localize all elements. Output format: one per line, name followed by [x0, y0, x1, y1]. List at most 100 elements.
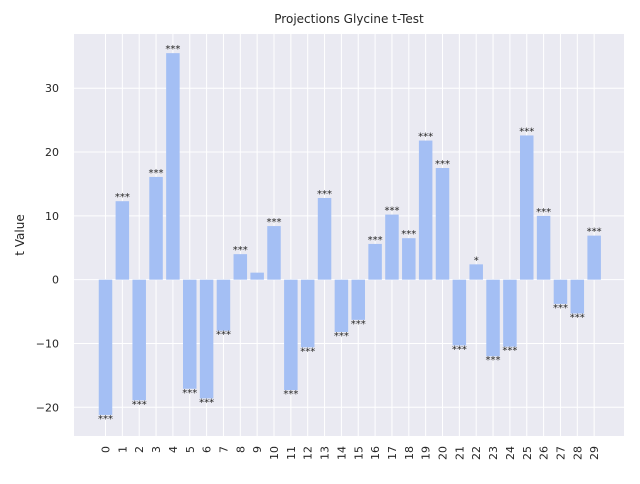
bar	[199, 279, 214, 399]
bar	[385, 214, 399, 280]
bar	[216, 279, 231, 331]
x-axis-ticks: 0 1 2 3 4 5 6 7 8 9 10 11 12 13 14 15 16 17 18 19 20 21 22 23 24…	[100, 446, 602, 460]
bar-annotation: ***	[418, 132, 433, 143]
x-tick-label: 5	[184, 446, 197, 453]
bar-annotations: ****************************************…	[98, 44, 602, 425]
bar-annotation: ***	[149, 168, 164, 179]
bar	[520, 135, 534, 280]
x-tick-label: 9	[251, 446, 264, 453]
bar	[503, 279, 517, 347]
bar-annotation: ***	[165, 44, 180, 55]
x-tick-label: 28	[571, 446, 584, 460]
x-tick-label: 20	[437, 446, 450, 460]
x-tick-label: 23	[487, 446, 500, 460]
bar-annotation: ***	[435, 159, 450, 170]
bar-annotation: *	[474, 255, 479, 266]
y-tick-label: 30	[45, 82, 59, 95]
bar-annotation: ***	[300, 346, 315, 357]
x-tick-label: 4	[167, 446, 180, 453]
bar-annotation: ***	[519, 126, 534, 137]
y-tick-label: −20	[36, 401, 59, 414]
x-tick-label: 8	[234, 446, 247, 453]
x-tick-label: 2	[133, 446, 146, 453]
x-tick-label: 21	[453, 446, 466, 460]
bar	[587, 235, 601, 280]
x-tick-label: 27	[554, 446, 567, 460]
bar	[233, 254, 248, 280]
bar-annotation: ***	[401, 229, 416, 240]
bar	[418, 140, 433, 280]
x-tick-label: 12	[302, 446, 315, 460]
x-tick-label: 22	[470, 446, 483, 460]
bar-annotation: ***	[216, 330, 231, 341]
x-tick-label: 19	[420, 446, 433, 460]
bar-annotation: ***	[182, 388, 197, 399]
bar-annotation: ***	[502, 346, 517, 357]
bar-annotation: ***	[199, 397, 214, 408]
bar	[115, 201, 130, 280]
bar-annotation: ***	[98, 414, 113, 425]
x-tick-label: 11	[285, 446, 298, 460]
bar-annotation: ***	[452, 344, 467, 355]
y-tick-label: 0	[52, 274, 59, 287]
y-tick-label: 10	[45, 210, 59, 223]
bar	[469, 264, 483, 280]
bar	[486, 279, 500, 357]
bar	[452, 279, 467, 346]
y-tick-label: 20	[45, 146, 59, 159]
bar	[317, 197, 332, 280]
x-tick-label: 26	[538, 446, 551, 460]
bar	[300, 279, 315, 348]
x-tick-label: 15	[352, 446, 365, 460]
x-tick-label: 24	[504, 446, 517, 460]
bar-annotation: ***	[267, 217, 282, 228]
bar	[334, 279, 349, 332]
bar	[284, 279, 298, 391]
bar-annotation: ***	[351, 319, 366, 330]
x-tick-label: 18	[403, 446, 416, 460]
bar	[166, 53, 180, 280]
bar-annotation: ***	[334, 331, 349, 342]
bar	[183, 279, 197, 389]
y-axis-label: t Value	[13, 214, 27, 255]
x-tick-label: 17	[386, 446, 399, 460]
bar	[435, 168, 450, 280]
bar	[267, 226, 281, 280]
bar	[132, 279, 146, 401]
x-tick-label: 29	[588, 446, 601, 460]
bar-annotation: ***	[368, 235, 383, 246]
bar-annotation: ***	[536, 207, 551, 218]
y-axis-ticks: −20 −10 0 10 20 30	[36, 82, 59, 414]
bar	[250, 272, 264, 280]
bar-annotation: ***	[317, 189, 332, 200]
bar-annotation: ***	[486, 355, 501, 366]
bar	[536, 215, 551, 280]
y-tick-label: −10	[36, 337, 59, 350]
bar-annotation: ***	[384, 206, 399, 217]
bar-annotation: ***	[283, 389, 298, 400]
bar	[553, 279, 568, 304]
x-tick-label: 10	[268, 446, 281, 460]
bar	[402, 238, 416, 280]
x-tick-label: 14	[335, 446, 348, 460]
x-tick-label: 13	[319, 446, 332, 460]
x-tick-label: 1	[116, 446, 129, 453]
bar-annotation: ***	[233, 245, 248, 256]
bar	[570, 279, 585, 314]
bar	[98, 279, 113, 415]
x-tick-label: 6	[201, 446, 214, 453]
bar-annotation: ***	[570, 312, 585, 323]
x-tick-label: 16	[369, 446, 382, 460]
x-tick-label: 25	[521, 446, 534, 460]
chart-title: Projections Glycine t-Test	[274, 12, 424, 26]
bar	[149, 176, 163, 280]
bar	[351, 279, 365, 320]
x-tick-label: 7	[217, 446, 230, 453]
x-tick-label: 3	[150, 446, 163, 453]
bar-annotation: ***	[132, 399, 147, 410]
bar-annotation: ***	[553, 303, 568, 314]
x-tick-label: 0	[100, 446, 113, 453]
bar-annotation: ***	[115, 192, 130, 203]
